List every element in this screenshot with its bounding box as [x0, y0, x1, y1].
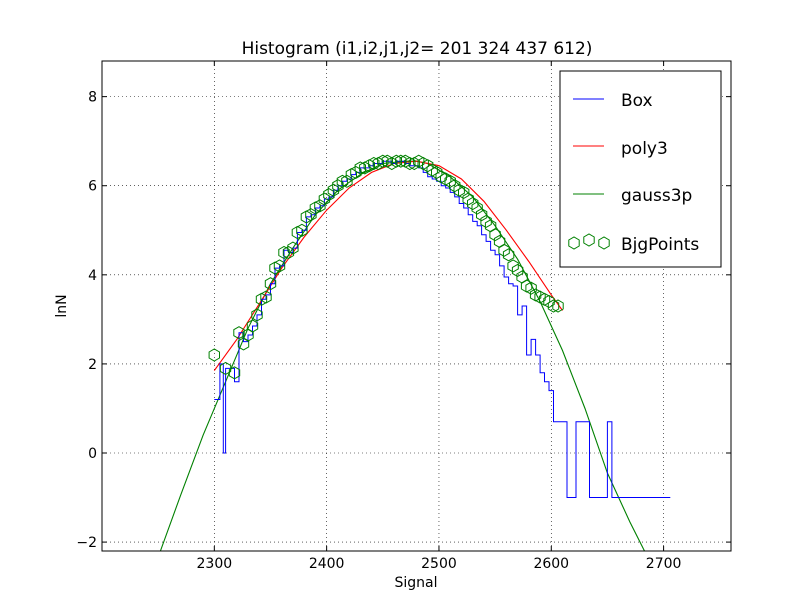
- legend-label-poly3: poly3: [621, 139, 668, 159]
- bjgpoints-marker: [489, 228, 501, 242]
- bjgpoints-marker: [332, 179, 344, 193]
- bjgpoints-marker: [219, 361, 232, 375]
- bjgpoints-marker: [552, 299, 564, 313]
- x-tick-label: 2600: [533, 556, 569, 572]
- bjgpoints-marker: [228, 366, 241, 380]
- bjgpoints-marker: [233, 326, 245, 340]
- bjgpoints-marker: [511, 263, 524, 277]
- bjgpoints-marker: [264, 277, 277, 291]
- y-tick-label: 6: [88, 179, 97, 195]
- bjgpoints-marker: [462, 192, 474, 206]
- x-tick-label: 2400: [309, 556, 345, 572]
- legend-label-box: Box: [621, 91, 653, 111]
- plot-series: [159, 154, 671, 551]
- bjgpoints-marker: [318, 192, 331, 206]
- bjgpoints-marker: [480, 214, 492, 228]
- bjgpoints-marker: [467, 196, 479, 211]
- bjgpoints-marker: [273, 259, 286, 273]
- plot-area-frame: [101, 60, 732, 552]
- legend-label-gauss3p: gauss3p: [621, 186, 692, 206]
- x-tick-label: 2700: [646, 556, 682, 572]
- bjgpoints-marker: [372, 156, 384, 171]
- bjgpoints-marker: [498, 243, 510, 257]
- bjgpoints-marker: [404, 156, 416, 171]
- y-tick-label: 2: [88, 357, 97, 373]
- bjgpoints-marker: [390, 154, 402, 168]
- legend-hexagon-icon: [568, 236, 580, 250]
- bjgpoints-marker: [208, 348, 220, 362]
- bjgpoints-marker: [363, 159, 375, 173]
- legend-box: [559, 70, 722, 268]
- y-axis-title: lnN: [54, 294, 70, 317]
- bjgpoints-marker: [449, 179, 461, 193]
- legend-hexagon-icon: [598, 236, 610, 250]
- bjgpoints-marker: [255, 292, 268, 306]
- bjgpoints-marker: [431, 165, 443, 179]
- bjgpoints-marker: [395, 154, 407, 168]
- x-axis-title: Signal: [394, 575, 437, 591]
- bjgpoints-marker: [408, 156, 420, 171]
- bjgpoints-marker: [350, 165, 362, 179]
- y-tick-label: 0: [88, 446, 97, 462]
- bjgpoints-marker: [287, 241, 299, 255]
- bjgpoints-marker: [444, 174, 456, 188]
- bjgpoints-marker: [525, 281, 537, 295]
- bjgpoints-marker: [502, 248, 515, 262]
- bjgpoints-marker: [422, 159, 434, 173]
- bjgpoints-marker: [543, 294, 555, 309]
- bjgpoints-marker: [305, 208, 317, 222]
- bjgpoints-marker: [323, 188, 335, 202]
- bjgpoints-marker: [386, 156, 398, 171]
- y-tick-label: 4: [88, 268, 97, 284]
- legend-label-bjgpoints: BjgPoints: [621, 235, 699, 255]
- bjgpoints-marker: [260, 290, 272, 304]
- bjgpoints-marker: [476, 208, 488, 222]
- bjgpoints-marker: [296, 223, 308, 237]
- legend-bjgpoints-markers: [568, 233, 610, 250]
- y-tick-label: 8: [88, 90, 97, 106]
- bjgpoints-marker: [278, 245, 290, 260]
- bjgpoints-marker: [282, 245, 295, 260]
- x-tick-label: 2500: [421, 556, 457, 572]
- axis-ticks: 2300 2400 2500 2600 2700 −2 0 2 4 6 8: [76, 61, 731, 572]
- chart-title: Histogram (i1,i2,j1,j2= 201 324 437 612): [242, 39, 593, 59]
- bjgpoints-marker: [507, 259, 519, 273]
- series-step-box: [214, 160, 671, 498]
- bjgpoints-marker: [368, 156, 380, 171]
- bjgpoints-marker: [309, 201, 322, 215]
- bjgpoints-marker: [547, 299, 560, 313]
- bjgpoints-marker: [251, 308, 263, 322]
- bjgpoints-marker: [246, 319, 259, 333]
- bjgpoints-marker: [354, 161, 366, 175]
- bjgpoints-marker: [327, 183, 340, 197]
- bjgpoints-marker: [341, 174, 353, 188]
- legend-hexagon-icon: [583, 233, 595, 247]
- bjgpoints-marker: [471, 201, 483, 215]
- bjgpoints-marker: [359, 161, 371, 175]
- bjgpoints-marker: [291, 225, 304, 240]
- bjgpoints-marker: [314, 199, 326, 213]
- bjgpoints-marker: [269, 261, 281, 275]
- legend: Box poly3 gauss3p BjgPoints: [559, 70, 722, 268]
- x-tick-label: 2300: [197, 556, 233, 572]
- bjgpoints-marker: [377, 154, 389, 168]
- y-tick-label: −2: [76, 535, 97, 551]
- bjgpoints-marker: [458, 185, 470, 199]
- bjgpoints-marker: [300, 210, 313, 224]
